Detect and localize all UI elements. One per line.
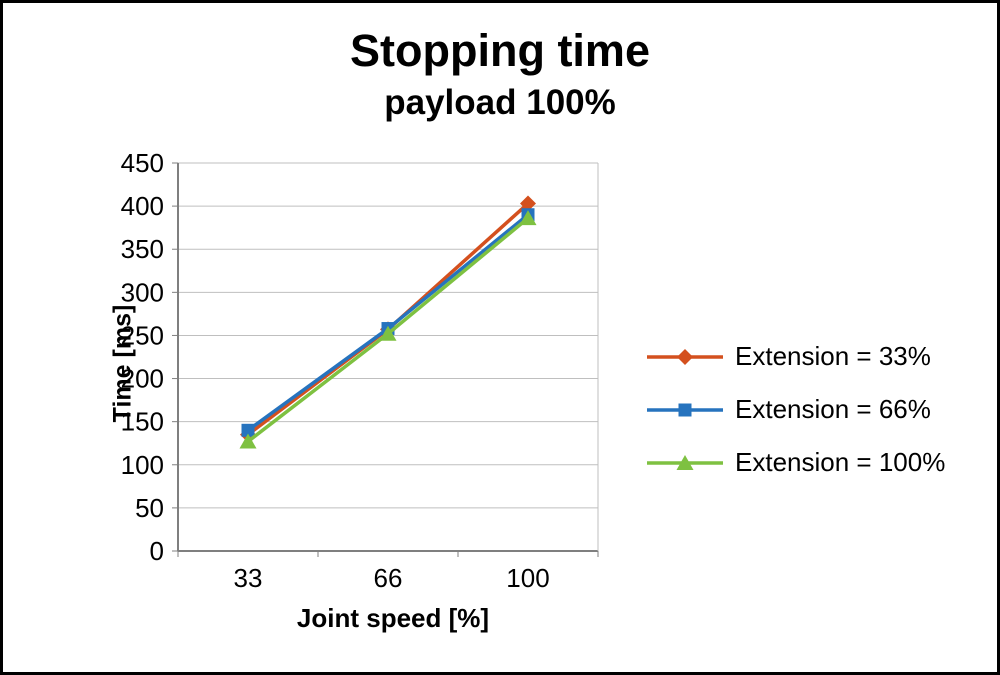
legend-item: Extension = 33% [645,341,945,372]
y-tick-label: 50 [135,493,164,523]
x-tick-label: 33 [234,563,263,593]
legend-square-sample [647,403,723,416]
legend-label: Extension = 100% [735,447,946,477]
triangle-marker-icon [379,325,397,341]
legend-diamond-sample [647,348,723,365]
triangle-marker-icon [239,433,257,449]
square-marker-icon [678,403,692,416]
y-tick-label: 300 [121,277,164,307]
x-tick-label: 66 [374,563,403,593]
y-tick-label: 350 [121,234,164,264]
diamond-marker-icon [677,348,693,365]
x-axis-title: Joint speed [%] [296,603,490,633]
x-tick-label: 100 [506,563,549,593]
chart-title: Stopping time [350,25,650,76]
triangle-marker-icon [676,454,694,470]
legend-item: Extension = 66% [645,394,945,425]
square-marker-icon [241,423,255,437]
plot-area: 0 50 100 150 200 250 300 350 400 450 33 66 100 [121,151,599,593]
y-tick-label: 250 [121,320,164,350]
legend: Extension = 33% Extension = 66% Extension … [645,341,945,500]
legend-item: Extension = 100% [645,447,945,478]
y-tick-label: 400 [121,191,164,221]
y-tick-label: 0 [150,536,164,566]
legend-label: Extension = 66% [735,394,931,424]
y-tick-label: 100 [121,450,164,480]
y-tick-label: 450 [121,151,164,178]
diamond-marker-icon [520,195,536,212]
y-tick-label: 150 [121,407,164,437]
y-tick-label: 200 [121,364,164,394]
legend-triangle-sample [647,454,723,470]
legend-label: Extension = 33% [735,341,931,371]
chart-subtitle: payload 100% [384,83,616,122]
triangle-marker-icon [519,210,537,226]
